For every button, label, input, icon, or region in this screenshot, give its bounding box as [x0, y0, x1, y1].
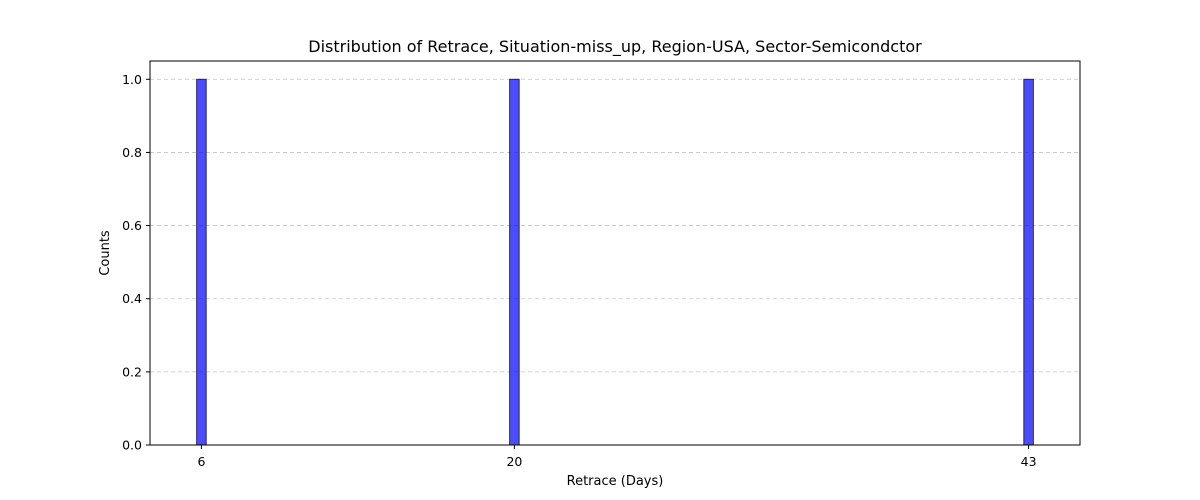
x-tick-label: 20	[506, 454, 522, 469]
y-tick-label: 0.2	[122, 364, 142, 379]
histogram-bar	[196, 78, 207, 446]
x-axis-ticks: 6 20 43	[197, 445, 1037, 469]
y-tick-label: 0.8	[122, 145, 142, 160]
y-tick-label: 0.4	[122, 291, 142, 306]
x-tick-label: 6	[197, 454, 205, 469]
y-axis-ticks: 0.0 0.2 0.4 0.6 0.8 1.0	[122, 72, 150, 453]
histogram-bar	[1023, 78, 1034, 446]
chart-title: Distribution of Retrace, Situation-miss_…	[308, 37, 922, 57]
histogram-bar	[509, 78, 520, 446]
plot-frame	[149, 60, 1081, 446]
y-axis-label: Counts	[98, 230, 113, 276]
y-tick-label: 1.0	[122, 72, 142, 87]
y-tick-label: 0.6	[122, 218, 142, 233]
x-tick-label: 43	[1021, 454, 1037, 469]
x-axis-label: Retrace (Days)	[567, 474, 664, 489]
y-tick-label: 0.0	[122, 438, 142, 453]
